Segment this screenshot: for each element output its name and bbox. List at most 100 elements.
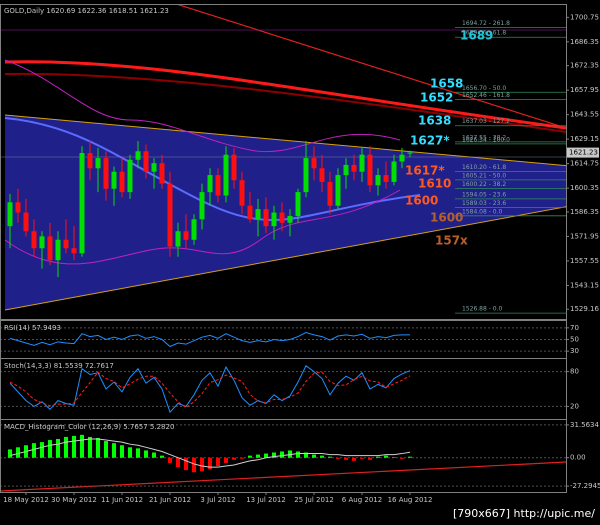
histogram-bar — [328, 456, 332, 458]
candle-body — [119, 171, 125, 193]
fib-label: 1656.70 - 50.0 — [462, 85, 506, 92]
histogram-bar — [304, 452, 308, 458]
histogram-bar — [8, 449, 12, 458]
y-tick-label: 30 — [570, 347, 579, 355]
histogram-bar — [120, 445, 124, 458]
histogram-bar — [408, 456, 412, 458]
trendline — [0, 461, 566, 492]
candle-body — [183, 231, 189, 240]
histogram-bar — [320, 455, 324, 458]
candle-body — [15, 202, 21, 213]
fib-label: 1600.22 - 38.2 — [462, 181, 506, 188]
histogram-bar — [136, 448, 140, 458]
histogram-bar — [40, 442, 44, 458]
fib-label: 1689.05 - 61.8 — [462, 30, 506, 37]
indicator-line — [9, 331, 411, 348]
annotation: 1652 — [420, 91, 453, 105]
rsi-panel — [0, 327, 566, 352]
price-panel: 1694.72 - 261.8 1689.05 - 61.8 1656.70 - 5… — [0, 4, 566, 314]
annotation: 1600 — [405, 194, 438, 208]
fib-label: 1626.34 - 100.0 — [462, 136, 510, 143]
candle-body — [383, 175, 389, 182]
indicator-line — [9, 371, 411, 409]
indicator-line — [9, 365, 411, 414]
candle-body — [343, 164, 349, 176]
histogram-bar — [80, 434, 84, 458]
y-tick-label: 31.5634 — [570, 421, 599, 429]
y-tick-label: 1600.35 — [570, 184, 599, 192]
candle-body — [55, 239, 61, 261]
x-tick-label: 13 Jul 2012 — [246, 496, 286, 504]
annotation: 1600 — [430, 211, 463, 225]
panel-frames — [0, 4, 567, 493]
histogram-bar — [352, 457, 356, 461]
band-lower — [4, 189, 401, 265]
footer: [790x667] http://upic.me/ — [453, 507, 595, 520]
fib-label: 1694.72 - 261.8 — [462, 20, 510, 27]
histogram-bar — [128, 447, 132, 458]
histogram-bar — [344, 457, 348, 460]
candle-body — [127, 159, 133, 193]
ma-slow — [4, 60, 566, 130]
histogram-bar — [64, 436, 68, 458]
trendline — [174, 4, 566, 129]
fib-label: 1526.88 - 0.0 — [462, 306, 503, 313]
candle-body — [39, 236, 45, 249]
histogram-bar — [248, 455, 252, 458]
candle-body — [207, 175, 213, 193]
annotation: 1658 — [430, 77, 463, 91]
histogram-bar — [232, 457, 236, 460]
histogram-bar — [208, 457, 212, 470]
histogram-bar — [160, 455, 164, 458]
histogram-bar — [96, 437, 100, 458]
histogram-bar — [368, 457, 372, 460]
candle-body — [111, 171, 117, 189]
panel-title: Stoch(14,3,3) 81.5539 72.7617 — [4, 362, 114, 370]
histogram-bar — [104, 441, 108, 458]
annotation: 157x — [435, 234, 468, 248]
candle-body — [71, 248, 77, 254]
frame — [0, 419, 567, 493]
annotation: 1689 — [460, 29, 493, 43]
price-label: 1621.23 — [569, 149, 598, 157]
candle-body — [31, 231, 37, 249]
y-tick-label: 1672.35 — [570, 62, 599, 70]
histogram-bar — [144, 450, 148, 458]
candle-body — [231, 154, 237, 181]
candle-body — [239, 180, 245, 206]
indicator-line — [9, 438, 411, 468]
histogram-bar — [32, 443, 36, 458]
annotation: 1627* — [410, 134, 450, 148]
histogram-bar — [88, 436, 92, 458]
x-tick-label: 25 Jul 2012 — [294, 496, 334, 504]
y-tick-label: 1529.16 — [570, 305, 599, 313]
histogram-bar — [400, 457, 404, 459]
candle-body — [151, 163, 157, 172]
histogram-bar — [296, 451, 300, 458]
fib-label: 1589.03 - 23.6 — [462, 200, 506, 207]
candle-body — [47, 236, 53, 261]
y-tick-label: 1657.95 — [570, 86, 599, 94]
candle-body — [23, 212, 29, 232]
y-tick-label: 1629.15 — [570, 135, 599, 143]
macd-panel — [0, 424, 566, 492]
histogram-bar — [216, 457, 220, 467]
fib-label: 1584.08 - 0.0 — [462, 208, 503, 215]
histogram-bar — [256, 454, 260, 458]
candle-body — [359, 154, 365, 172]
candle-body — [255, 209, 261, 220]
y-tick-label: 20 — [570, 402, 579, 410]
fib-label: 1652.46 - 161.8 — [462, 92, 510, 99]
x-tick-label: 18 May 2012 — [3, 496, 49, 504]
frame — [0, 4, 567, 320]
histogram-bar — [360, 457, 364, 459]
fib-label: 1627.55 - 38.2 — [462, 134, 506, 141]
y-tick-label: 80 — [570, 368, 579, 376]
candle-body — [87, 152, 93, 169]
candle-body — [407, 152, 413, 154]
histogram-bar — [312, 454, 316, 458]
y-tick-label: 1557.55 — [570, 257, 599, 265]
candle-body — [335, 175, 341, 206]
x-tick-label: 16 Aug 2012 — [388, 496, 433, 504]
